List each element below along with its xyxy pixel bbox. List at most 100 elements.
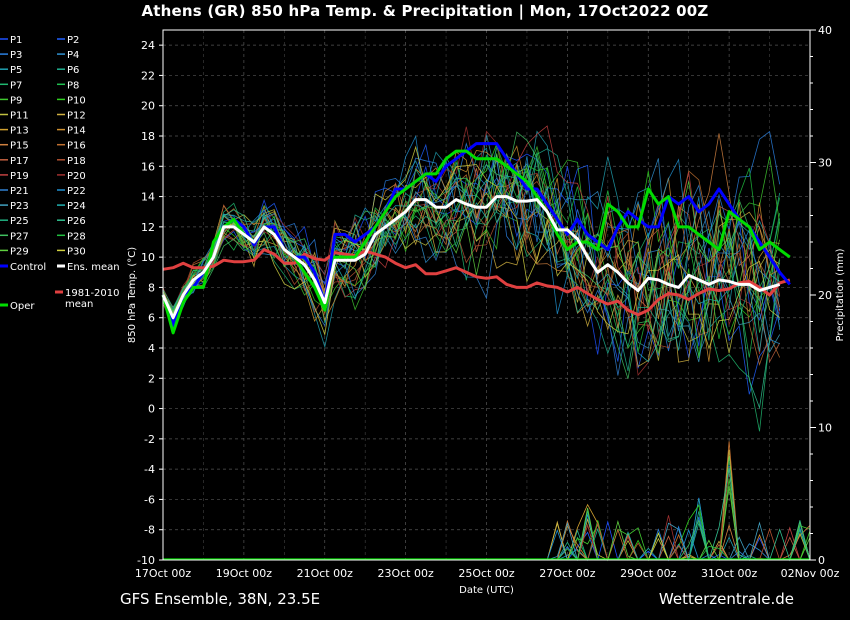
ensemble-member-line: [162, 172, 781, 410]
legend-item: P8: [57, 80, 79, 91]
legend-label: P25: [10, 216, 29, 227]
series-line-ens-mean: [161, 195, 781, 320]
series-line-1981-2010-mean: [162, 248, 791, 317]
legend-label: P2: [67, 35, 79, 46]
ensemble-member-line: [162, 147, 781, 358]
ensemble-member-line: [162, 143, 781, 395]
ensemble-member-line: [162, 125, 781, 332]
legend-label: P28: [67, 231, 86, 242]
x-tick-label: 19Oct 00z: [216, 567, 273, 580]
y-tick-label: -6: [144, 493, 155, 506]
y-tick-label: -2: [144, 433, 155, 446]
legend-item: Control: [0, 262, 46, 273]
source-credit: Wetterzentrale.de: [658, 590, 794, 608]
x-tick-label: 21Oct 00z: [297, 567, 354, 580]
legend-label: P27: [10, 231, 29, 242]
legend-label: P10: [67, 95, 86, 106]
legend-item: P16: [57, 141, 86, 152]
legend-item: P30: [57, 246, 86, 257]
y-tick-label: 22: [141, 69, 155, 82]
legend-item: P2: [57, 35, 79, 46]
legend-item: P21: [0, 186, 29, 197]
ensemble-member-line: [162, 155, 780, 363]
x-tick-label: 17Oct 00z: [135, 567, 192, 580]
y2-tick-label: 0: [818, 554, 825, 567]
legend-label: P7: [10, 80, 22, 91]
legend-item: Oper: [0, 301, 35, 312]
y-tick-label: 14: [141, 191, 155, 204]
legend-item: P23: [0, 201, 29, 212]
legend-label: P8: [67, 80, 79, 91]
legend-label: P29: [10, 246, 29, 257]
legend-label: P17: [10, 156, 29, 167]
y-tick-label: 6: [148, 312, 155, 325]
y2-tick-label: 10: [818, 422, 832, 435]
legend-label: P23: [10, 201, 29, 212]
legend-item: P25: [0, 216, 29, 227]
legend-label: Oper: [10, 301, 35, 312]
legend-item: P13: [0, 126, 29, 137]
x-tick-label: 02Nov 00z: [781, 567, 840, 580]
x-axis-label: Date (UTC): [459, 585, 514, 596]
legend-item: P27: [0, 231, 29, 242]
legend-label: P4: [67, 50, 79, 61]
legend-label: P6: [67, 65, 79, 76]
x-tick-label: 25Oct 00z: [458, 567, 515, 580]
legend-item: P4: [57, 50, 79, 61]
x-tick-label: 31Oct 00z: [701, 567, 758, 580]
legend-item: P26: [57, 216, 86, 227]
legend-item: P22: [57, 186, 86, 197]
y-tick-label: 24: [141, 39, 155, 52]
precip-member-line: [163, 456, 810, 561]
legend-item: P14: [57, 126, 86, 137]
legend-item: P3: [0, 50, 22, 61]
legend-label: P11: [10, 111, 29, 122]
y-tick-label: -4: [144, 463, 155, 476]
legend-label: P18: [67, 156, 86, 167]
legend-item: P24: [57, 201, 86, 212]
legend-item: P7: [0, 80, 22, 91]
legend-label: P20: [67, 171, 86, 182]
legend-label: P24: [67, 201, 86, 212]
axes: -10-8-6-4-202468101214161820222401020304…: [127, 24, 846, 596]
main-lines: [161, 142, 791, 335]
ensemble-member-line: [162, 154, 781, 352]
legend-item: P1: [0, 35, 22, 46]
y-tick-label: 12: [141, 221, 155, 234]
legend-label: P15: [10, 141, 29, 152]
legend-label: P30: [67, 246, 86, 257]
y-axis-label: 850 hPa Temp. (°C): [127, 247, 138, 343]
y-tick-label: 16: [141, 160, 155, 173]
y2-tick-label: 20: [818, 289, 832, 302]
legend-label: P14: [67, 126, 86, 137]
ensemble-lines: [162, 125, 781, 432]
legend-label: P16: [67, 141, 86, 152]
legend-item: P17: [0, 156, 29, 167]
legend-label-line1: 1981-2010: [65, 288, 120, 299]
legend-item: P28: [57, 231, 86, 242]
legend-label: P9: [10, 95, 22, 106]
ensemble-member-line: [162, 170, 781, 366]
legend-label: Control: [10, 262, 46, 273]
legend-item: P10: [57, 95, 86, 106]
model-info: GFS Ensemble, 38N, 23.5E: [120, 590, 321, 608]
legend-label-line2: mean: [65, 299, 93, 310]
y-tick-label: 10: [141, 251, 155, 264]
y-tick-label: 20: [141, 100, 155, 113]
legend-label: P26: [67, 216, 86, 227]
y2-tick-label: 30: [818, 157, 832, 170]
legend-item: P18: [57, 156, 86, 167]
ensemble-member-line: [162, 184, 781, 376]
legend-label: P21: [10, 186, 29, 197]
legend-item: P9: [0, 95, 22, 106]
y2-tick-label: 40: [818, 24, 832, 37]
y-tick-label: 18: [141, 130, 155, 143]
chart-title: Athens (GR) 850 hPa Temp. & Precipitatio…: [141, 2, 709, 20]
ensemble-member-line: [162, 145, 780, 350]
legend-label: P13: [10, 126, 29, 137]
ensemble-member-line: [162, 135, 780, 345]
legend-label: P3: [10, 50, 22, 61]
legend-item: Ens. mean: [57, 262, 120, 273]
legend-label: P22: [67, 186, 86, 197]
